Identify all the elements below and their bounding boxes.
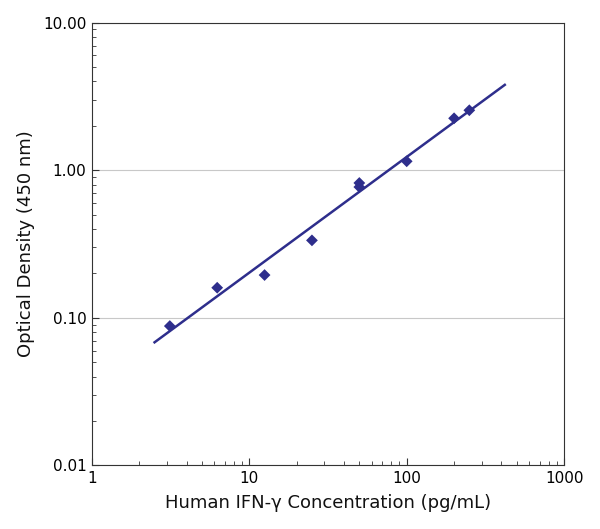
Y-axis label: Optical Density (450 nm): Optical Density (450 nm) <box>17 131 35 358</box>
X-axis label: Human IFN-γ Concentration (pg/mL): Human IFN-γ Concentration (pg/mL) <box>165 494 491 512</box>
Point <box>212 284 222 292</box>
Point <box>355 179 364 187</box>
Point <box>355 183 364 191</box>
Point <box>464 106 474 114</box>
Point <box>402 157 412 166</box>
Point <box>165 322 175 330</box>
Point <box>449 114 459 123</box>
Point <box>260 271 269 279</box>
Point <box>307 236 317 244</box>
